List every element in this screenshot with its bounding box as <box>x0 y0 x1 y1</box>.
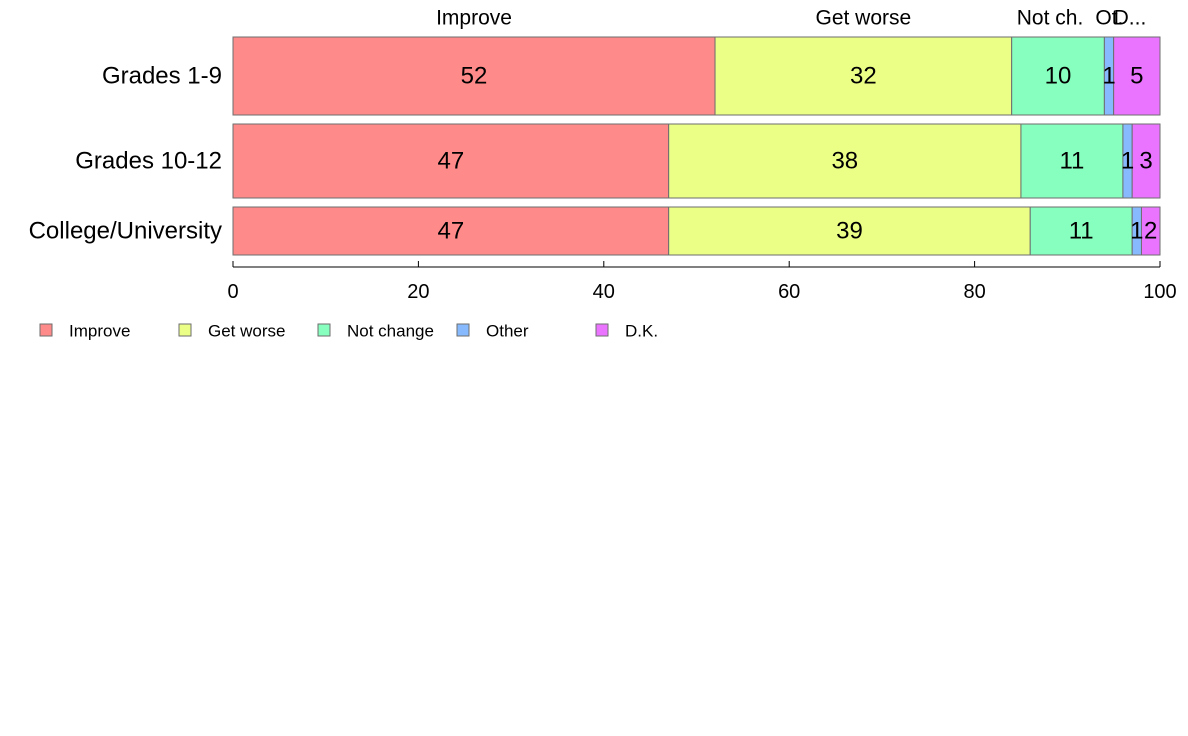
x-tick-label-20: 20 <box>407 281 429 303</box>
data-label-grades-10-12-improve: 47 <box>437 148 464 175</box>
category-labels-layer: Grades 1-9 Grades 10-12 College/University <box>29 63 222 245</box>
category-label-grades-1-9: Grades 1-9 <box>102 63 222 90</box>
legend-swatch-improve <box>39 323 53 337</box>
legend-label-get-worse: Get worse <box>208 322 285 341</box>
bar-college-university-d-k <box>1140 206 1161 256</box>
data-label-grades-10-12-other: 1 <box>1121 148 1134 175</box>
legend-swatch-not-change <box>317 323 331 337</box>
data-label-college-university-improve: 47 <box>437 218 464 245</box>
x-tick-label-60: 60 <box>778 281 800 303</box>
segment-labels-layer: 52 32 10 1 547 38 11 1 347 39 11 1 2 <box>437 63 1157 245</box>
x-tick-label-80: 80 <box>963 281 985 303</box>
bar-grades-1-9-get-worse <box>714 36 1013 116</box>
bar-grades-10-12-not-change <box>1020 123 1124 199</box>
data-label-grades-10-12-d-k: 3 <box>1139 148 1152 175</box>
bar-grades-10-12-improve <box>232 123 670 199</box>
data-label-college-university-get-worse: 39 <box>836 218 863 245</box>
data-label-grades-1-9-get-worse: 32 <box>850 63 877 90</box>
legend-label-improve: Improve <box>69 322 130 341</box>
bar-grades-1-9-not-change <box>1011 36 1105 116</box>
data-label-grades-1-9-d-k: 5 <box>1130 63 1143 90</box>
bar-college-university-improve <box>232 206 670 256</box>
legend-swatch-get-worse <box>178 323 192 337</box>
bars-layer <box>232 36 1161 256</box>
top-label-2: Not ch. <box>1017 7 1084 30</box>
data-label-grades-1-9-other: 1 <box>1102 63 1115 90</box>
x-tick-label-100: 100 <box>1143 281 1176 303</box>
top-labels-layer: Improve Get worse Not ch. Ot.D... <box>436 7 1146 30</box>
data-label-grades-1-9-not-change: 10 <box>1045 63 1072 90</box>
category-label-college-university: College/University <box>29 218 222 245</box>
top-label-0: Improve <box>436 7 512 30</box>
data-label-college-university-other: 1 <box>1130 218 1143 245</box>
bar-grades-1-9-d-k <box>1113 36 1161 116</box>
legend: Improve Get worse Not change Other D.K. <box>39 322 658 341</box>
x-tick-label-0: 0 <box>227 281 238 303</box>
data-label-grades-10-12-get-worse: 38 <box>831 148 858 175</box>
data-label-college-university-d-k: 2 <box>1144 218 1157 245</box>
data-label-grades-1-9-improve: 52 <box>461 63 488 90</box>
top-label-1: Get worse <box>816 7 912 30</box>
x-axis: 0 20 40 60 80 100 <box>227 261 1177 303</box>
legend-label-not-change: Not change <box>347 322 434 341</box>
bar-grades-1-9-improve <box>232 36 716 116</box>
data-label-grades-10-12-not-change: 11 <box>1059 148 1084 175</box>
legend-swatch-other <box>456 323 470 337</box>
legend-label-other: Other <box>486 322 529 341</box>
bar-college-university-not-change <box>1029 206 1133 256</box>
x-tick-label-40: 40 <box>593 281 615 303</box>
top-label-3: Ot. <box>1095 7 1123 30</box>
bar-grades-10-12-d-k <box>1131 123 1161 199</box>
top-label-4: D... <box>1114 7 1147 30</box>
legend-swatch-d-k <box>595 323 609 337</box>
category-label-grades-10-12: Grades 10-12 <box>75 148 222 175</box>
bar-grades-10-12-get-worse <box>668 123 1022 199</box>
legend-label-d-k: D.K. <box>625 322 658 341</box>
data-label-college-university-not-change: 11 <box>1069 218 1094 245</box>
